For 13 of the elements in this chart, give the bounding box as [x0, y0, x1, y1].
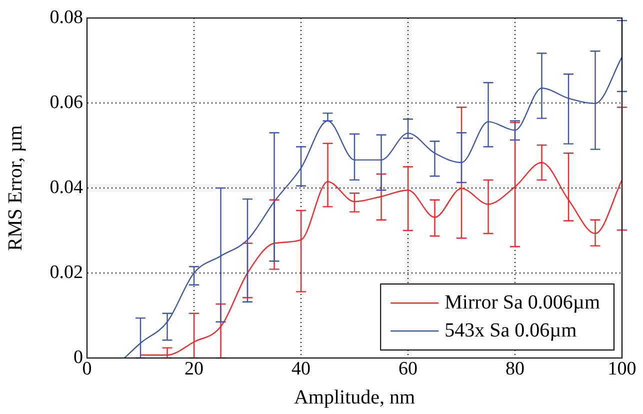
- legend-label: 543x Sa 0.06µm: [444, 319, 578, 342]
- x-tick-label: 20: [184, 358, 204, 380]
- x-tick-label: 60: [398, 358, 418, 380]
- y-tick-label: 0.04: [50, 176, 84, 198]
- y-tick-label: 0.06: [50, 92, 83, 113]
- x-axis-title: Amplitude, nm: [294, 386, 416, 408]
- y-tick-label: 0.02: [50, 262, 83, 283]
- y-axis-title: RMS Error, µm: [4, 124, 26, 251]
- y-tick-label: 0.08: [50, 6, 83, 28]
- x-tick-label: 100: [608, 358, 636, 380]
- x-tick-label: 80: [506, 358, 524, 380]
- legend-label: Mirror Sa 0.006µm: [444, 291, 600, 314]
- x-tick-label: 40: [292, 358, 310, 380]
